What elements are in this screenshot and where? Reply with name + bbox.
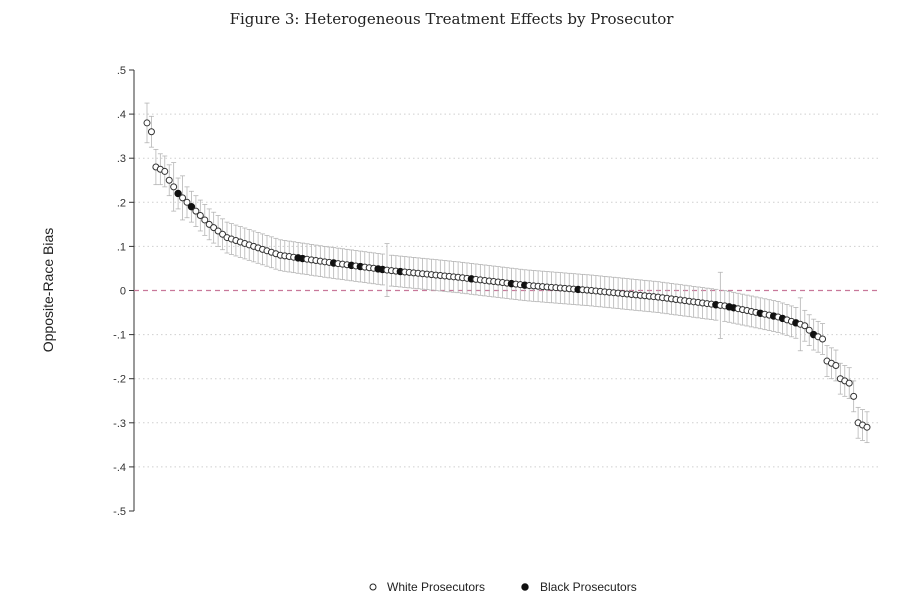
point-white-prosecutor <box>819 335 827 343</box>
point-white-prosecutor <box>147 128 155 136</box>
y-tick-label: -.1 <box>113 330 126 342</box>
gridlines <box>134 113 880 468</box>
point-white-prosecutor <box>179 194 187 202</box>
y-tick-label: .3 <box>117 153 126 165</box>
y-tick-label: -.2 <box>113 374 126 386</box>
point-white-prosecutor <box>183 198 191 206</box>
y-axis-label: Opposite-Race Bias <box>40 228 56 353</box>
confidence-intervals <box>144 102 870 444</box>
point-white-prosecutor <box>170 183 178 191</box>
y-tick-label: 0 <box>120 286 126 298</box>
y-tick-label: -.5 <box>113 506 126 518</box>
legend-label-white: White Prosecutors <box>387 580 485 594</box>
legend-marker-white <box>369 583 377 591</box>
data-points <box>143 119 871 431</box>
point-white-prosecutor <box>161 167 169 175</box>
legend: White Prosecutors Black Prosecutors <box>369 580 637 594</box>
point-white-prosecutor <box>845 379 853 387</box>
y-tick-label: -.3 <box>113 418 126 430</box>
point-white-prosecutor <box>192 207 200 215</box>
point-white-prosecutor <box>801 322 809 330</box>
y-tick-label: .5 <box>117 65 126 77</box>
y-tick-label: .4 <box>117 109 126 121</box>
y-tick-label: .1 <box>117 241 126 253</box>
point-white-prosecutor <box>196 212 204 220</box>
point-white-prosecutor <box>165 176 173 184</box>
point-white-prosecutor <box>850 392 858 400</box>
chart-title: Figure 3: Heterogeneous Treatment Effect… <box>229 10 674 28</box>
point-white-prosecutor <box>832 361 840 369</box>
y-tick-label: .2 <box>117 197 126 209</box>
point-black-prosecutor <box>187 203 196 211</box>
point-white-prosecutor <box>143 119 151 127</box>
point-white-prosecutor <box>805 326 813 334</box>
legend-marker-black <box>521 583 529 591</box>
y-axis: .5 .4 .3 .2 .1 0 -.1 -.2 -.3 -.4 -.5 <box>113 65 135 518</box>
point-black-prosecutor <box>174 189 182 198</box>
legend-label-black: Black Prosecutors <box>540 580 637 594</box>
point-white-prosecutor <box>863 423 871 431</box>
y-tick-label: -.4 <box>113 462 126 474</box>
point-white-prosecutor <box>201 216 209 224</box>
